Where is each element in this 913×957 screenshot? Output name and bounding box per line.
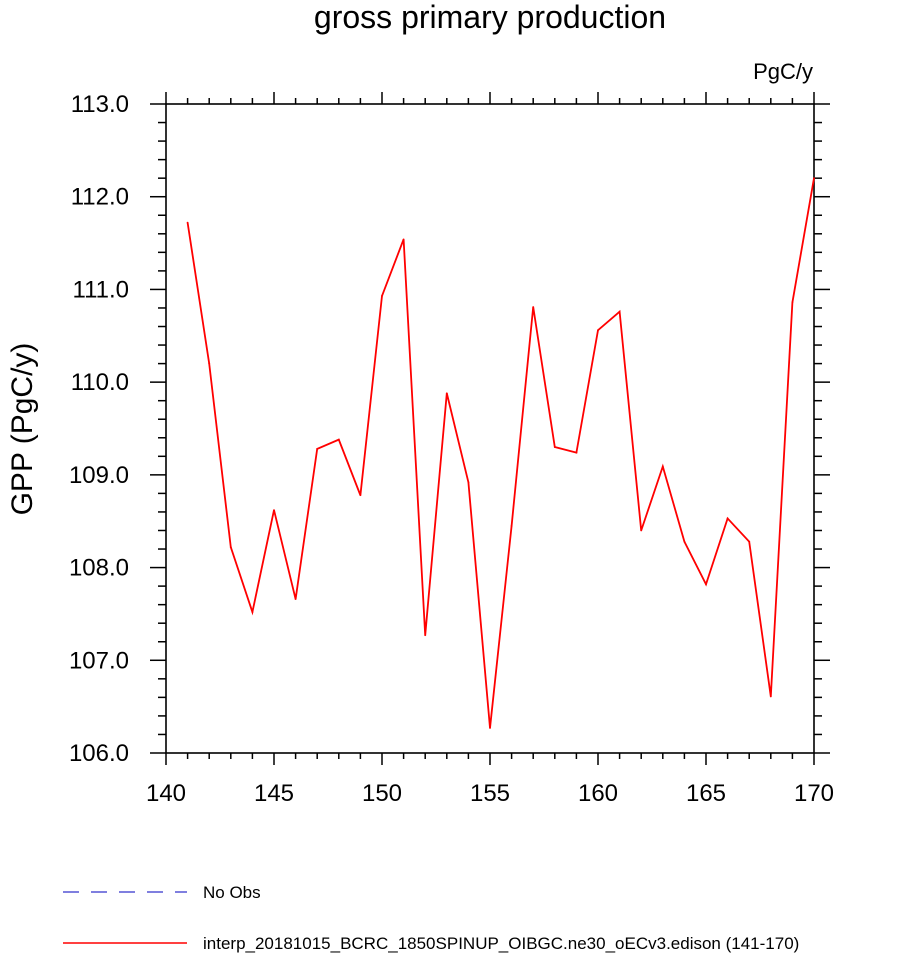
data-point xyxy=(510,524,513,527)
y-axis-label: GPP (PgC/y) xyxy=(6,343,39,516)
data-point xyxy=(813,177,815,180)
units-label: PgC/y xyxy=(753,59,813,84)
series-line xyxy=(186,178,815,729)
data-point xyxy=(186,221,189,224)
data-point xyxy=(359,494,362,497)
x-tick-label: 170 xyxy=(794,780,834,807)
data-point xyxy=(402,238,405,241)
legend-label-model: interp_20181015_BCRC_1850SPINUP_OIBGC.ne… xyxy=(203,934,799,953)
data-point xyxy=(489,727,491,729)
x-tick-label: 165 xyxy=(686,780,726,807)
data-point xyxy=(273,509,275,511)
series-layer xyxy=(186,177,815,729)
y-tick-label: 112.0 xyxy=(71,184,129,211)
data-point xyxy=(251,611,254,613)
x-tick-label: 160 xyxy=(578,780,618,807)
data-point xyxy=(705,583,707,586)
data-point xyxy=(640,529,643,532)
y-tick-label: 110.0 xyxy=(71,369,129,396)
data-point xyxy=(294,598,297,600)
y-tick-label: 107.0 xyxy=(69,647,129,674)
axis-ticks: 140 145 150 155 160 165 170 106.0 107.0 108.0 109.… xyxy=(69,91,834,807)
data-point xyxy=(337,438,340,441)
plot-frame xyxy=(165,103,815,754)
y-tick-label: 113.0 xyxy=(71,91,129,118)
x-tick-label: 145 xyxy=(254,780,294,807)
x-tick-label: 155 xyxy=(470,780,510,807)
data-point xyxy=(769,695,772,698)
data-point xyxy=(597,329,599,332)
data-point xyxy=(208,362,211,365)
chart-title: gross primary production xyxy=(314,0,666,35)
x-tick-label: 140 xyxy=(146,780,186,807)
data-point xyxy=(575,451,578,454)
data-point xyxy=(683,540,686,543)
y-tick-label: 109.0 xyxy=(69,462,129,489)
legend-label-no-obs: No Obs xyxy=(203,883,261,902)
data-point xyxy=(532,306,535,308)
data-point xyxy=(618,310,621,313)
x-tick-label: 150 xyxy=(362,780,402,807)
data-point xyxy=(445,392,448,395)
data-point xyxy=(229,546,232,549)
data-point xyxy=(424,634,427,637)
data-point xyxy=(661,465,664,468)
data-point xyxy=(316,447,319,450)
data-point xyxy=(791,301,794,304)
data-point xyxy=(381,295,383,297)
data-point xyxy=(748,540,751,543)
legend: No Obs interp_20181015_BCRC_1850SPINUP_O… xyxy=(63,883,799,953)
y-tick-label: 106.0 xyxy=(69,740,129,767)
data-point xyxy=(553,446,556,448)
y-tick-label: 111.0 xyxy=(73,276,130,303)
data-point xyxy=(726,517,729,520)
data-point xyxy=(467,481,470,484)
y-tick-label: 108.0 xyxy=(69,555,129,582)
